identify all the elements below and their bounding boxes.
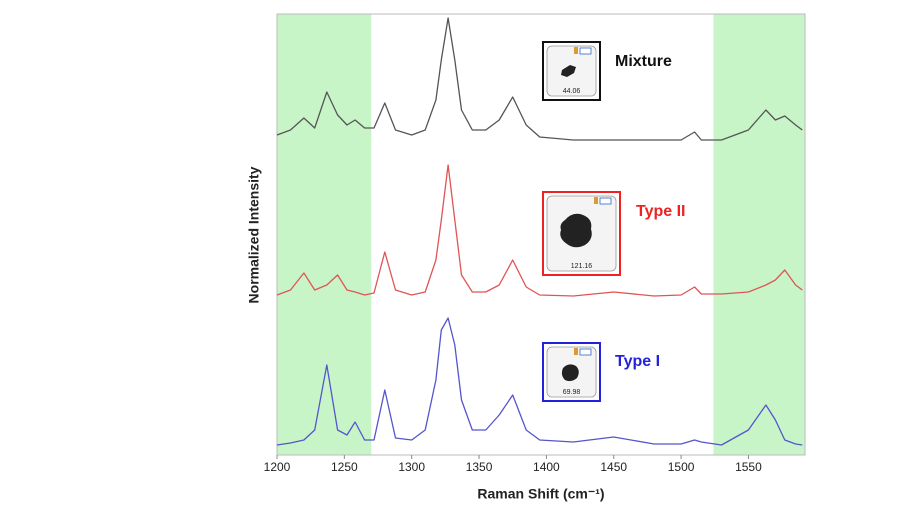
inset-value: 121.16 <box>571 263 593 270</box>
spectrum-line <box>276 17 803 141</box>
x-tick-label: 1300 <box>398 460 425 474</box>
x-tick-label: 1450 <box>600 460 627 474</box>
series-label: Mixture <box>615 53 672 70</box>
inset-value: 69.98 <box>563 389 581 396</box>
x-tick-label: 1550 <box>735 460 762 474</box>
series-label: Type I <box>615 353 660 370</box>
x-tick-label: 1200 <box>264 460 291 474</box>
inset-icon <box>574 47 578 54</box>
inset-icon <box>574 348 578 355</box>
inset-value: 44.06 <box>563 88 581 95</box>
shaded-region <box>277 14 372 455</box>
inset-icon <box>579 348 592 356</box>
spectrum-line <box>276 164 803 297</box>
particle-image <box>561 65 576 77</box>
inset-icon <box>579 47 592 55</box>
x-tick-label: 1250 <box>331 460 358 474</box>
particle-image <box>560 213 592 248</box>
inset-icon <box>599 197 612 205</box>
particle-image <box>561 364 579 382</box>
x-tick-label: 1500 <box>668 460 695 474</box>
x-tick-label: 1400 <box>533 460 560 474</box>
inset-icon <box>594 197 598 204</box>
x-tick-label: 1350 <box>466 460 493 474</box>
series-label: Type II <box>636 203 686 220</box>
plot-frame <box>276 13 806 456</box>
y-axis-label: Normalized Intensity <box>246 166 262 303</box>
spectrum-line <box>276 317 803 446</box>
x-axis-label: Raman Shift (cm⁻¹) <box>477 486 604 502</box>
shaded-region <box>713 14 805 455</box>
